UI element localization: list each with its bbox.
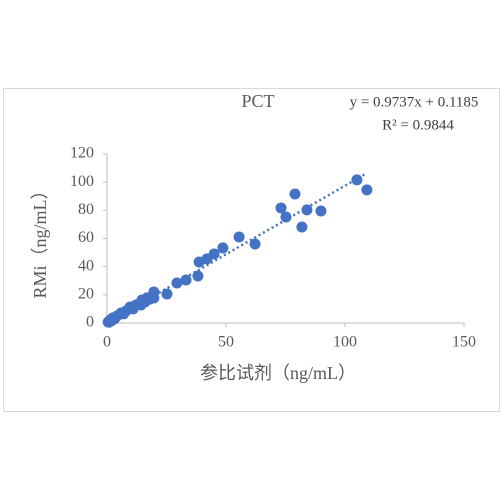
point xyxy=(193,256,205,268)
point xyxy=(249,238,261,250)
x-tick-label: 100 xyxy=(333,334,357,351)
point xyxy=(315,205,327,217)
point xyxy=(217,242,229,254)
point xyxy=(144,293,156,305)
point xyxy=(280,211,292,223)
x-tick-label: 0 xyxy=(103,334,111,351)
x-axis-label: 参比试剂（ng/mL） xyxy=(200,363,356,383)
equation: y = 0.9737x + 0.1185 xyxy=(350,94,479,110)
x-tick-label: 150 xyxy=(452,334,476,351)
y-tick-label: 100 xyxy=(70,173,94,190)
point xyxy=(301,204,313,216)
point xyxy=(233,231,245,243)
point xyxy=(351,174,363,186)
y-tick-label: 80 xyxy=(78,201,94,218)
point xyxy=(361,184,373,196)
y-tick-label: 120 xyxy=(70,145,94,162)
point xyxy=(289,188,301,200)
chart-frame xyxy=(3,88,500,412)
point xyxy=(180,274,192,286)
point xyxy=(118,308,130,320)
point xyxy=(275,202,287,214)
point xyxy=(127,303,139,315)
y-tick-label: 40 xyxy=(78,257,94,274)
x-tick-label: 50 xyxy=(218,334,234,351)
point xyxy=(161,288,173,300)
y-tick-label: 60 xyxy=(78,229,94,246)
point xyxy=(105,315,117,327)
chart-title: PCT xyxy=(241,91,274,111)
r-squared: R² = 0.9844 xyxy=(382,117,454,133)
y-tick-label: 0 xyxy=(86,314,94,331)
point xyxy=(296,221,308,233)
y-axis-label: RMi（ng/mL） xyxy=(30,181,50,298)
y-tick-label: 20 xyxy=(78,286,94,303)
